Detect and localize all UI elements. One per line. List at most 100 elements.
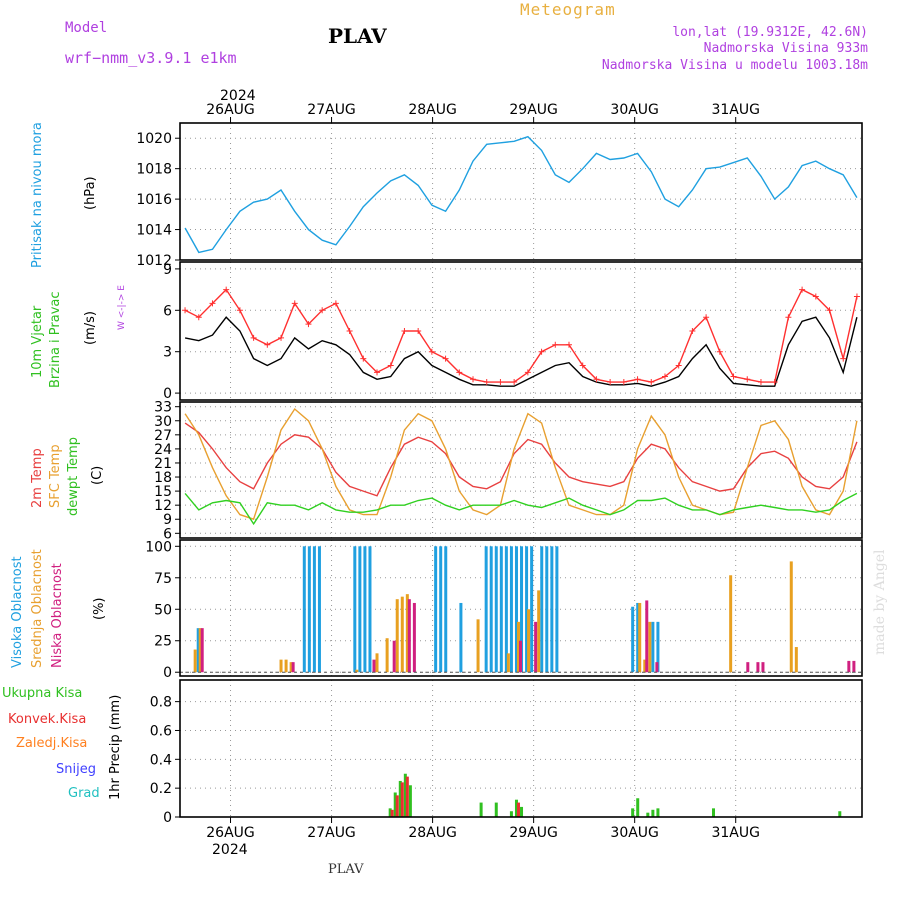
cloud-bar [516, 621, 520, 673]
lonlat-label: lon,lat (19.9312E, 42.6N) [672, 25, 868, 40]
wind-gust-point [620, 379, 627, 386]
cloud-bar [527, 609, 531, 673]
temperature-series-line [184, 422, 858, 497]
wind-gust-point [771, 379, 778, 386]
wind-gust-point [291, 300, 298, 307]
cloud-bar [372, 659, 376, 673]
precip-bar [398, 780, 402, 817]
y-tick-label: 9 [163, 512, 172, 528]
precip-snow-label: Snijeg [56, 762, 96, 777]
cloud-bar [284, 659, 288, 673]
pressure-panel: 1012 1014 1016 1018 1020 [136, 122, 863, 269]
cloud-bar [534, 621, 538, 673]
cloud-bar [405, 594, 409, 673]
wind-gust-point [634, 376, 641, 383]
cloud-bar [395, 599, 399, 673]
y-tick-label: 0 [163, 665, 172, 681]
top-day-label: 30AUG [610, 102, 659, 118]
wind-gust-point [826, 307, 833, 314]
wind-gust-point [757, 379, 764, 386]
wind-gust-point [428, 348, 435, 355]
wind-gust-point [565, 341, 572, 348]
cloud-bar [636, 602, 640, 673]
pressure-series-line [184, 135, 858, 254]
wind-gust-point [538, 348, 545, 355]
y-tick-label: 6 [163, 526, 172, 542]
cloud-bar [852, 660, 856, 673]
y-tick-label: 0 [163, 810, 172, 826]
wind-gust-point [552, 341, 559, 348]
panel-frame [179, 401, 863, 539]
y-tick-label: 75 [154, 571, 172, 587]
cloud-bar [509, 546, 513, 673]
precip-bar [646, 812, 650, 817]
cloud-bar [537, 590, 541, 673]
wind-gust-point [853, 293, 860, 300]
wind-gust-point [278, 334, 285, 341]
cloud-bar [358, 546, 362, 673]
cloud-bar [631, 606, 635, 673]
wind-gust-point [305, 321, 312, 328]
wind-gust-point [223, 286, 230, 293]
top-day-label: 27AUG [307, 102, 356, 118]
cloud-bar [506, 653, 510, 673]
cloud-panel: 0 25 50 75 100 [145, 539, 863, 681]
footer-station: PLAV [328, 862, 364, 877]
wind-gust-point [456, 369, 463, 376]
wind-gust-point [730, 373, 737, 380]
wind-gust-point [483, 379, 490, 386]
precip-bar [405, 776, 409, 817]
cloud-bar [312, 546, 316, 673]
cloud-bar [655, 662, 659, 673]
cloud-bar [518, 640, 522, 673]
top-day-label: 29AUG [509, 102, 558, 118]
wind-gust-point [497, 379, 504, 386]
y-tick-label: 1016 [136, 192, 172, 208]
precip-bar [711, 808, 715, 817]
precip-bar [494, 802, 498, 817]
wind-gust-point [648, 379, 655, 386]
panel-frame [179, 122, 863, 261]
cloud-bar [645, 600, 649, 673]
cloud-bar [307, 546, 311, 673]
model-elevation-label: Nadmorska Visina u modelu 1003.18m [601, 58, 868, 73]
wind-gust-point [785, 314, 792, 321]
wind-panel: 0 3 6 9 [163, 261, 863, 402]
y-tick-label: 1012 [136, 253, 172, 269]
wind-gust-point [579, 362, 586, 369]
precip-bar [403, 773, 407, 817]
wind-gust-point [703, 314, 710, 321]
y-tick-label: 3 [163, 345, 172, 361]
precip-bar [390, 809, 394, 817]
cloud-bar [756, 662, 760, 673]
cloud-bar [289, 662, 293, 673]
y-tick-label: 1020 [136, 131, 172, 147]
cloud-bar [407, 599, 411, 673]
y-tick-label: 12 [154, 498, 172, 514]
cloud-bar [392, 640, 396, 673]
wind-gust-point [236, 307, 243, 314]
bottom-day-label: 27AUG [307, 825, 356, 841]
temperature-series-line [184, 407, 858, 521]
cloud-bar [794, 647, 798, 673]
y-tick-label: 0.4 [150, 752, 172, 768]
cloud-bar [302, 546, 306, 673]
precip-bar [656, 808, 660, 817]
y-tick-label: 100 [145, 539, 172, 555]
y-tick-label: 18 [154, 470, 172, 486]
model-name: wrf−nmm_v3.9.1 e1km [65, 49, 237, 67]
wind-gust-point [840, 355, 847, 362]
wind-gust-point [675, 362, 682, 369]
cloud-bar [368, 546, 372, 673]
cloud-bar [656, 621, 660, 673]
cloud-bar [198, 628, 202, 673]
wind-gust-point [387, 362, 394, 369]
bottom-year-label: 2024 [212, 842, 248, 858]
cloud-bar [279, 659, 283, 673]
cloud-bar [484, 546, 488, 673]
bottom-day-label: 28AUG [408, 825, 457, 841]
wind-gust-point [332, 300, 339, 307]
wind-series-line [184, 316, 858, 387]
